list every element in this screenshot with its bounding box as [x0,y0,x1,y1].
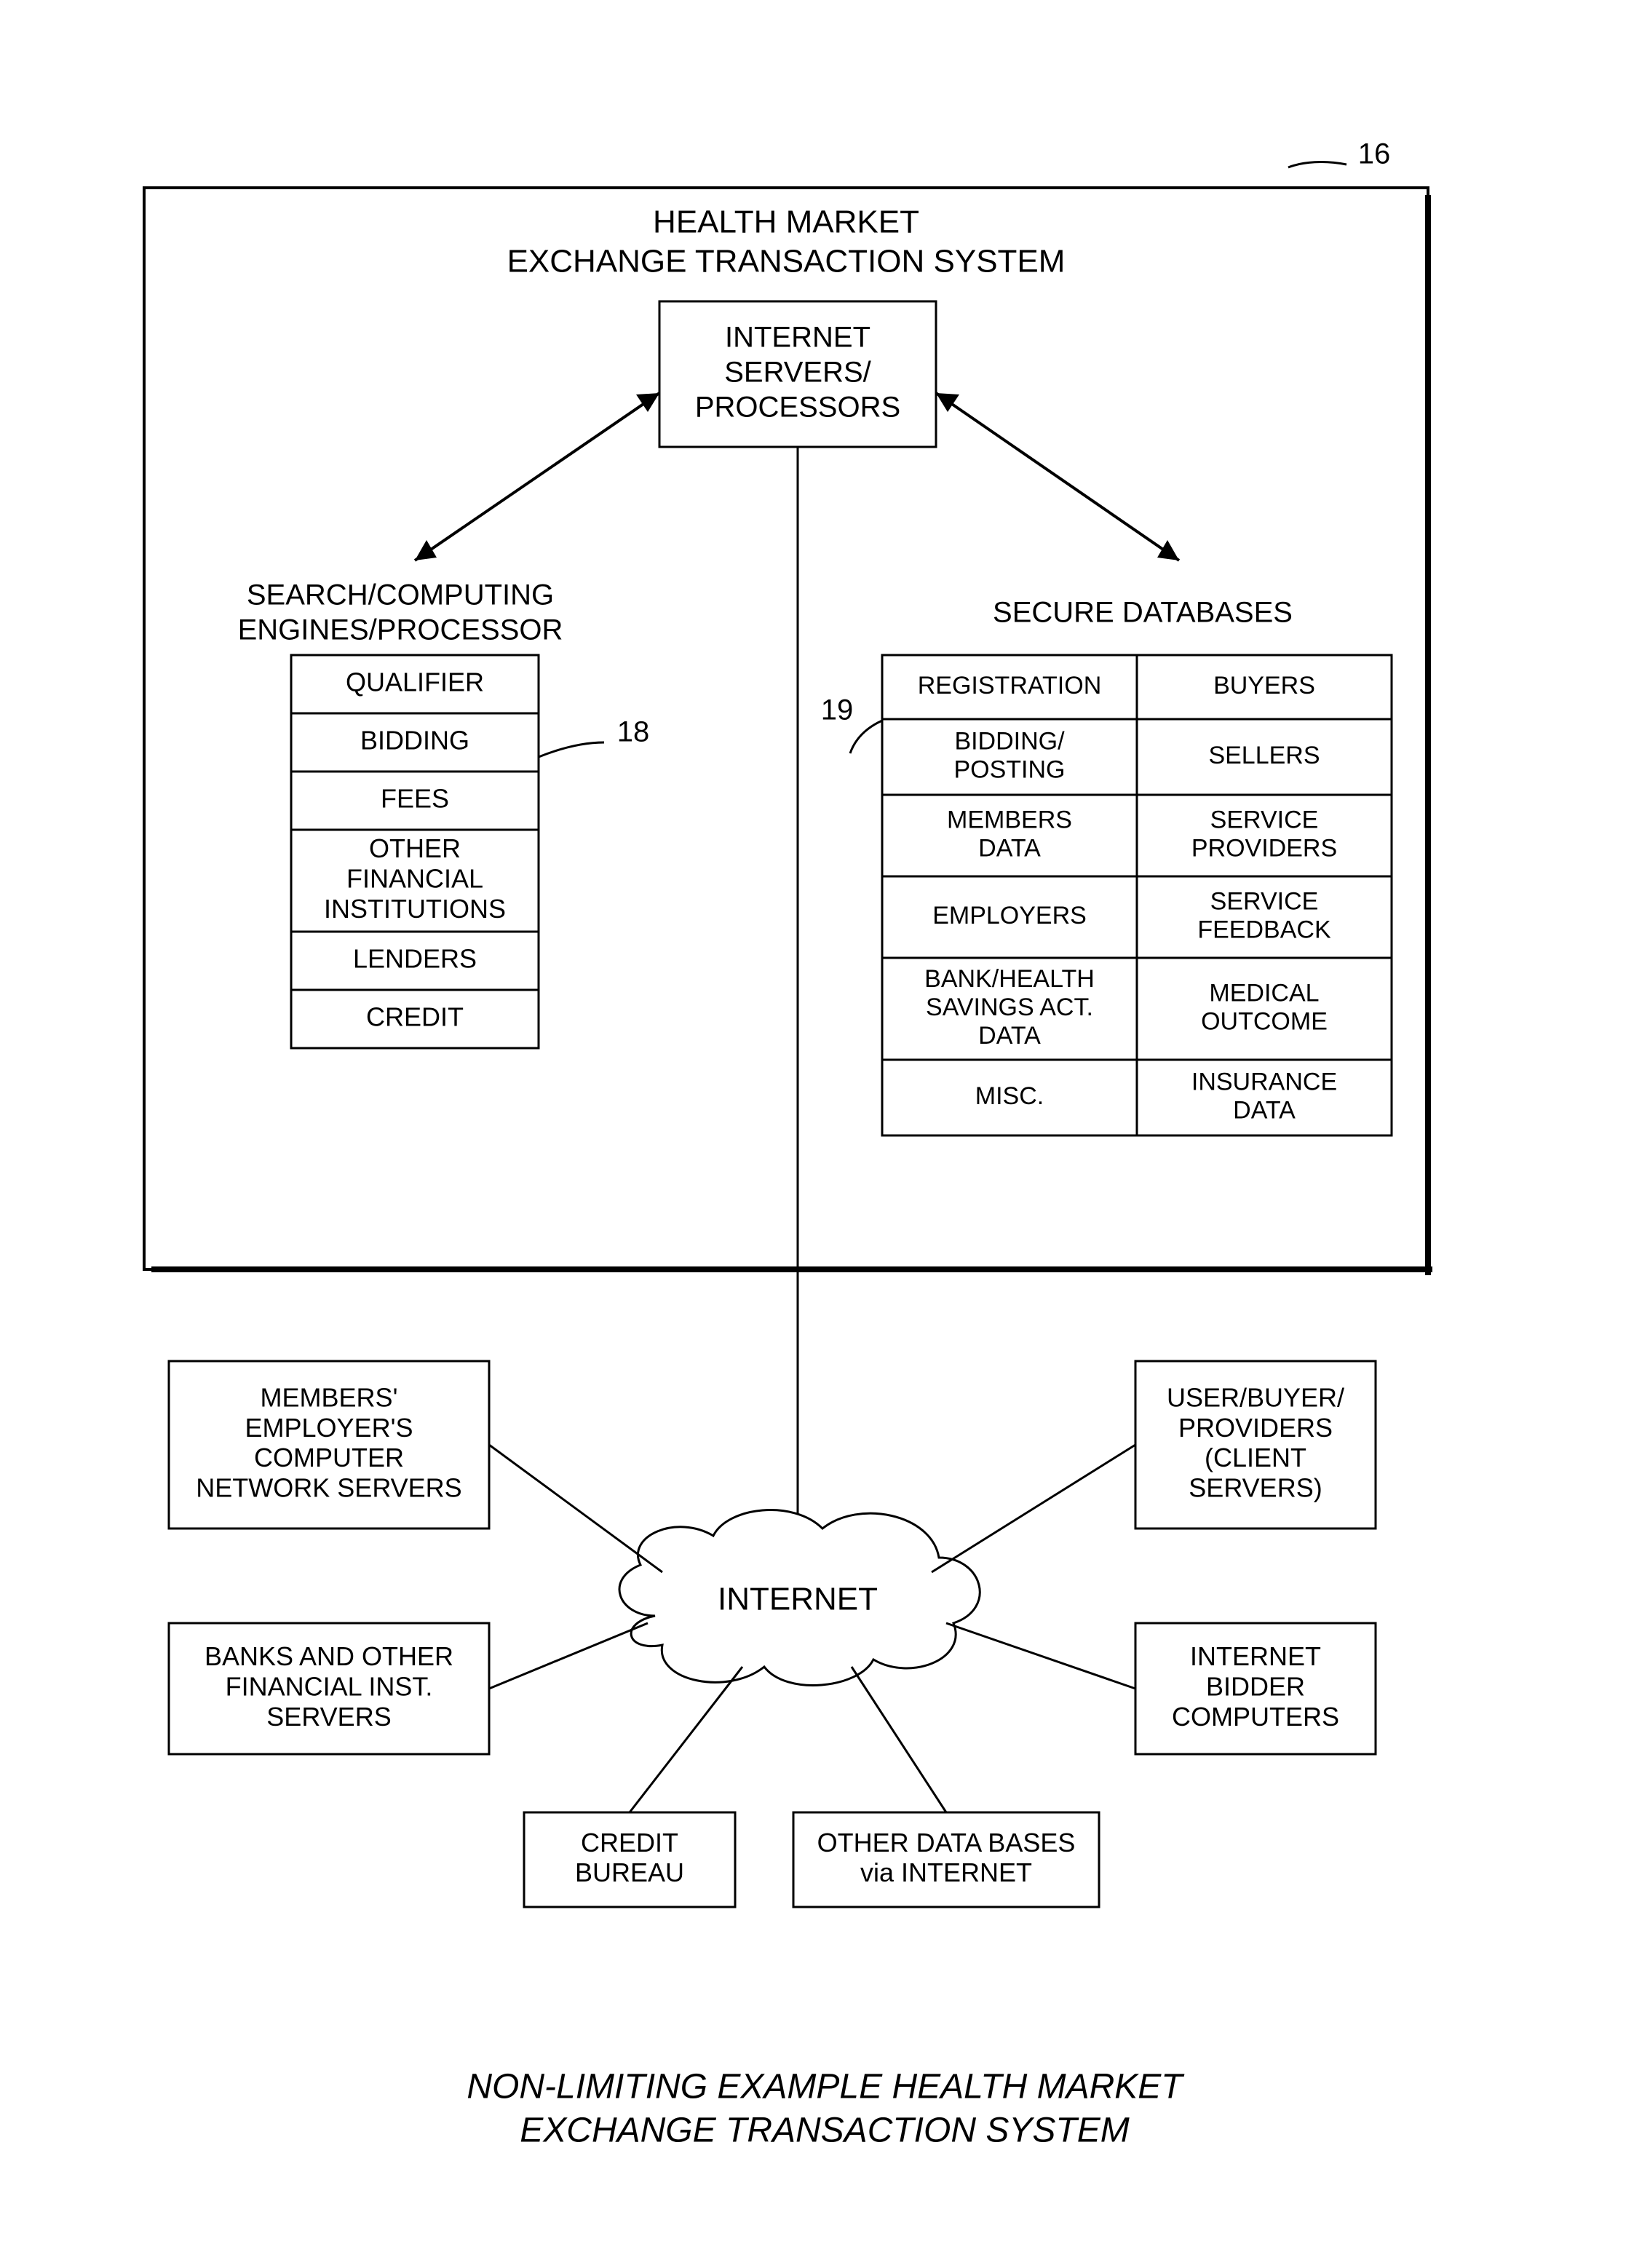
left-row-0-line: QUALIFIER [346,667,484,697]
ref-16-label: 16 [1358,138,1391,170]
right-c1-5-line: MISC. [975,1082,1044,1110]
right-header: SECURE DATABASES [993,597,1293,629]
internet-cloud: INTERNET [619,1510,980,1686]
svg-text:INTERNET: INTERNET [725,322,870,354]
left-row-3-line: OTHER [369,833,461,863]
right-c2-5-line: INSURANCE [1191,1068,1337,1095]
right-c2-3-line: SERVICE [1210,887,1319,915]
right-c2-1-line: SELLERS [1208,742,1320,769]
left-header-l1: SEARCH/COMPUTING [247,579,554,611]
banks-box-spoke [489,1623,648,1689]
right-c1-3-line: EMPLOYERS [932,902,1087,929]
diagram-root: 16 HEALTH MARKET EXCHANGE TRANSACTION SY… [0,0,1650,2268]
credit-box-spoke [630,1667,742,1812]
right-c1-4-line: DATA [978,1022,1041,1050]
bidder-box-spoke [946,1623,1135,1689]
svg-text:PROCESSORS: PROCESSORS [695,392,900,424]
bidder-box-line: COMPUTERS [1172,1702,1339,1732]
userbuyer-box-line: USER/BUYER/ [1167,1382,1344,1412]
right-c1-1-line: POSTING [953,756,1065,784]
left-row-4-line: LENDERS [353,944,477,974]
banks-box-line: BANKS AND OTHER [205,1641,453,1671]
left-row-3-line: INSTITUTIONS [324,894,506,924]
banks-box-line: FINANCIAL INST. [226,1672,433,1702]
main-title-l2: EXCHANGE TRANSACTION SYSTEM [507,244,1066,279]
caption-l1: NON-LIMITING EXAMPLE HEALTH MARKET [467,2068,1185,2106]
bidder-box-line: BIDDER [1206,1672,1305,1702]
right-c2-2-line: SERVICE [1210,806,1319,833]
caption-l2: EXCHANGE TRANSACTION SYSTEM [520,2112,1129,2150]
left-row-1-line: BIDDING [360,726,469,756]
members-box-line: NETWORK SERVERS [196,1473,461,1503]
right-grid: REGISTRATION BUYERS BIDDING/POSTING SELLERS… [882,655,1392,1135]
svg-text:19: 19 [821,694,854,726]
ref-16: 16 [1288,138,1390,170]
svg-text:18: 18 [617,716,650,748]
members-box-line: COMPUTER [254,1443,404,1472]
right-c2-2-line: PROVIDERS [1191,835,1337,863]
members-box-spoke [489,1445,662,1572]
internet-servers-box: INTERNET SERVERS/ PROCESSORS [659,301,936,447]
right-c2-3-line: FEEDBACK [1197,916,1331,944]
left-table: QUALIFIER BIDDING FEES OTHERFINANCIALINSTIT… [291,655,539,1048]
svg-text:INTERNET: INTERNET [718,1582,878,1617]
otherdb-box-spoke [852,1667,946,1812]
otherdb-box-line: via INTERNET [860,1857,1032,1887]
userbuyer-box-line: PROVIDERS [1178,1413,1333,1443]
left-header-l2: ENGINES/PROCESSOR [238,614,563,646]
right-c2-4-line: MEDICAL [1209,979,1319,1007]
userbuyer-box-line: (CLIENT [1205,1443,1306,1472]
left-row-2-line: FEES [381,784,449,814]
userbuyer-box-line: SERVERS) [1189,1473,1322,1503]
credit-box-line: CREDIT [581,1828,678,1857]
members-box-line: MEMBERS' [261,1382,398,1412]
right-c2-0-line: BUYERS [1213,672,1315,699]
right-c1-1-line: BIDDING/ [954,727,1065,755]
right-c1-0-line: REGISTRATION [918,672,1102,699]
userbuyer-box-spoke [932,1445,1135,1572]
left-row-3-line: FINANCIAL [346,864,483,894]
members-box-line: EMPLOYER'S [245,1413,413,1443]
left-row-5-line: CREDIT [366,1002,464,1032]
bidder-box-line: INTERNET [1190,1641,1321,1671]
right-c1-4-line: SAVINGS ACT. [926,994,1093,1021]
banks-box-line: SERVERS [266,1702,391,1732]
right-c1-4-line: BANK/HEALTH [924,965,1095,993]
credit-box-line: BUREAU [575,1857,684,1887]
main-title-l1: HEALTH MARKET [653,205,919,240]
right-c1-2-line: DATA [978,835,1041,863]
right-c2-5-line: DATA [1233,1097,1296,1125]
right-c1-2-line: MEMBERS [947,806,1072,833]
right-c2-4-line: OUTCOME [1201,1008,1328,1036]
otherdb-box-line: OTHER DATA BASES [817,1828,1076,1857]
svg-text:SERVERS/: SERVERS/ [724,357,871,389]
